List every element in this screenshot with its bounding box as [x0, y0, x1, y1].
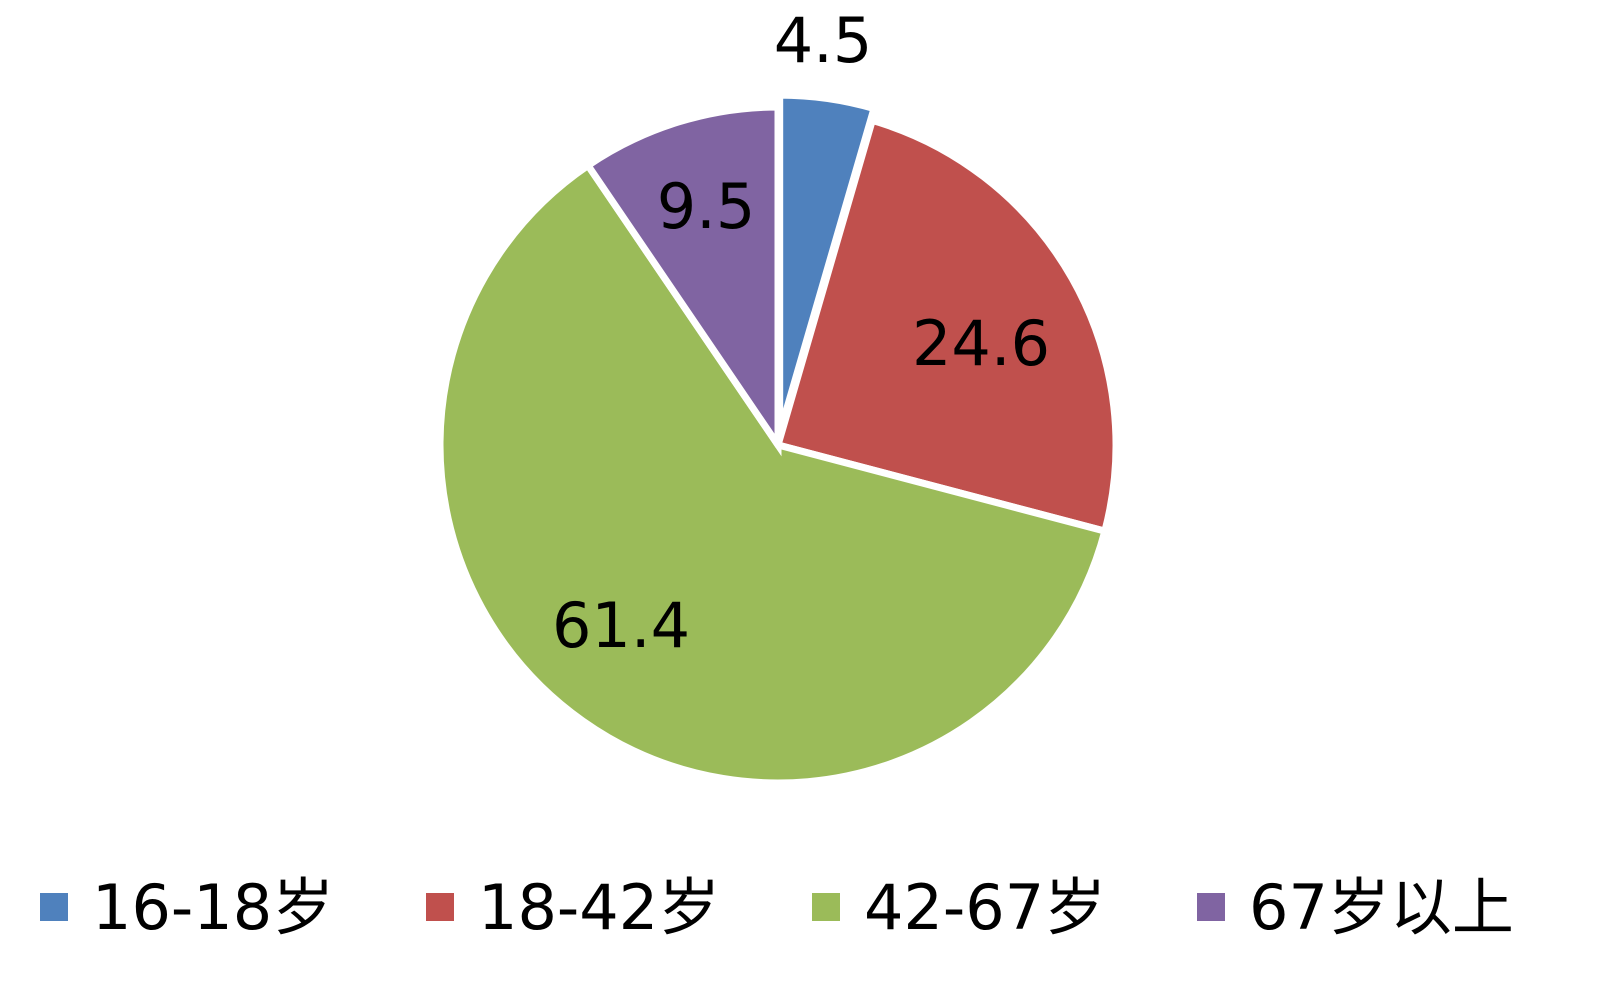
data-label-3: 61.4 [552, 589, 690, 662]
pie-slice-2 [773, 116, 1120, 536]
legend-label-3: 42-67岁 [864, 871, 1106, 944]
data-label-2: 24.6 [912, 307, 1050, 380]
legend-swatch-1 [40, 893, 68, 921]
legend-label-1: 16-18岁 [92, 871, 334, 944]
legend-label-4: 67岁以上 [1249, 871, 1514, 944]
legend-swatch-4 [1197, 893, 1225, 921]
legend-item-3: 42-67岁 [812, 871, 1106, 944]
data-label-1: 4.5 [774, 4, 873, 77]
legend-item-2: 18-42岁 [426, 871, 720, 944]
legend-item-1: 16-18岁 [40, 871, 334, 944]
pie-data-labels: 4.5 24.6 61.4 9.5 [552, 4, 1050, 662]
pie-slice-3 [436, 160, 1110, 787]
pie-slices [436, 91, 1120, 787]
legend-swatch-2 [426, 893, 454, 921]
pie-slice-4 [583, 103, 782, 457]
legend: 16-18岁 18-42岁 42-67岁 67岁以上 [40, 871, 1514, 944]
legend-swatch-3 [812, 893, 840, 921]
legend-label-2: 18-42岁 [478, 871, 720, 944]
legend-item-4: 67岁以上 [1197, 871, 1514, 944]
data-label-4: 9.5 [657, 170, 756, 243]
